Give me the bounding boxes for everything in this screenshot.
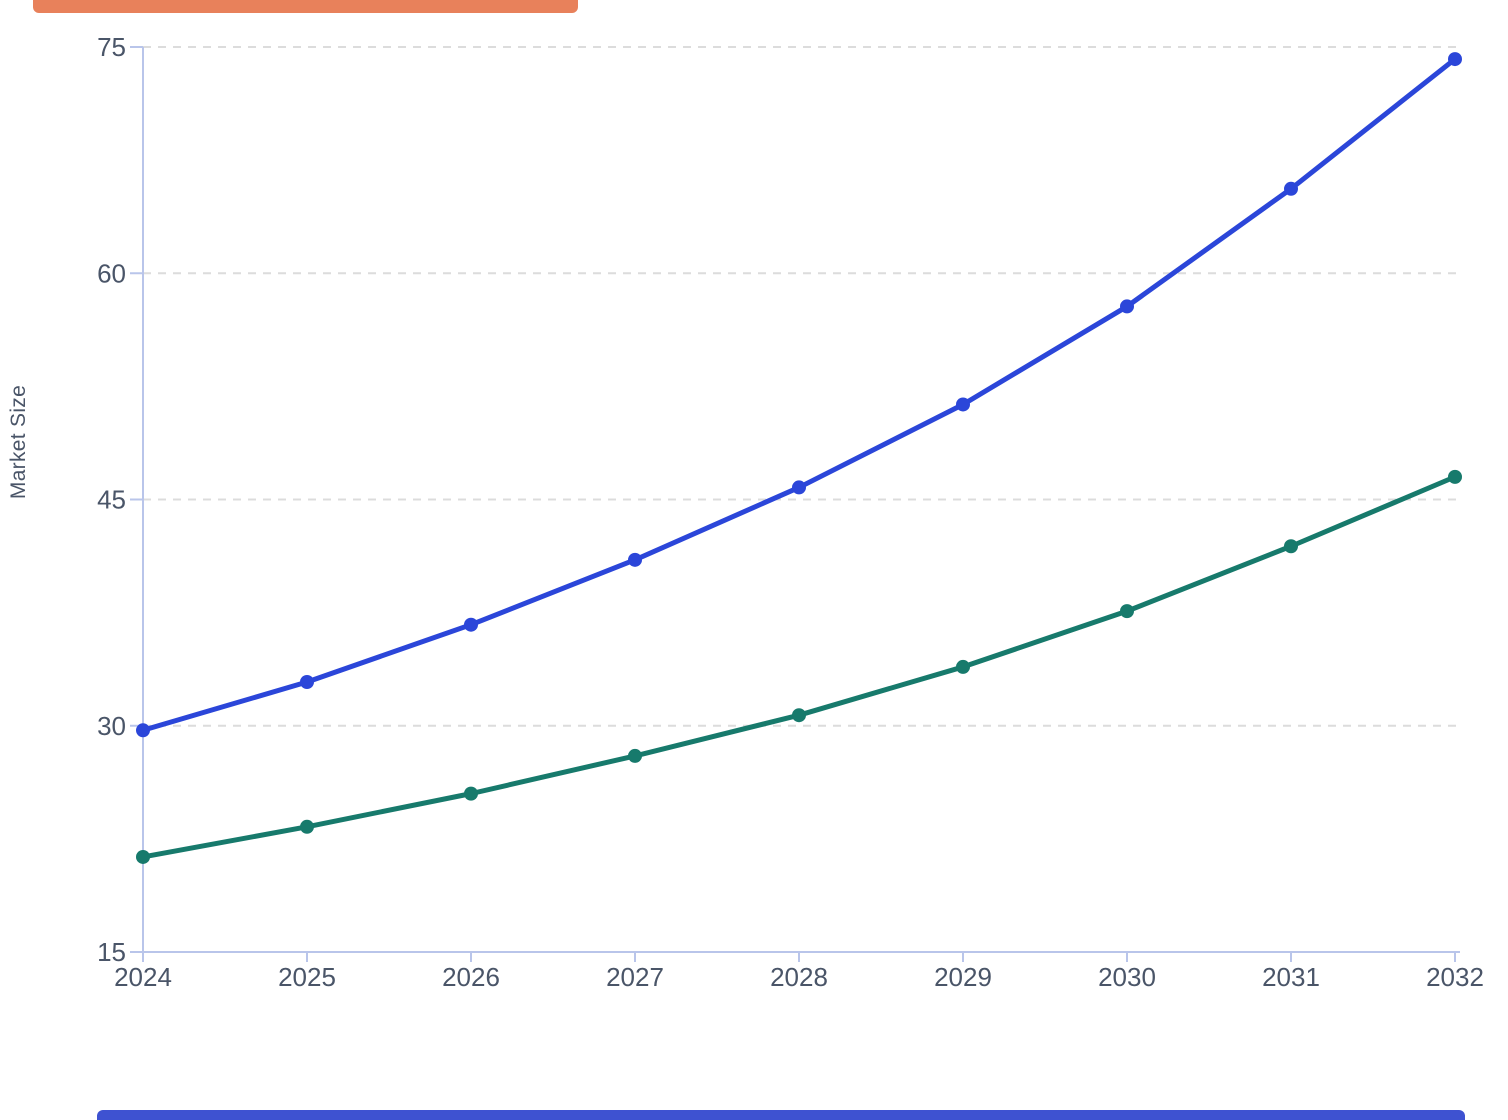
series-2-point-2029 xyxy=(956,659,970,674)
series-2-point-2027 xyxy=(628,748,642,763)
x-tick-label-2030: 2030 xyxy=(1098,962,1156,992)
series-1-line xyxy=(140,56,1458,733)
y-tick-label-75: 75 xyxy=(97,32,126,62)
y-tick-label-45: 45 xyxy=(97,485,126,515)
series-1-point-2032 xyxy=(1448,52,1462,67)
series-1-point-2024 xyxy=(136,723,150,738)
x-tick-label-2025: 2025 xyxy=(278,962,336,992)
y-axis-title: Market Size xyxy=(7,384,30,500)
series-1-point-2029 xyxy=(956,397,970,412)
bottom-accent-bar xyxy=(97,1110,1465,1120)
series-1-point-2028 xyxy=(792,480,806,495)
y-tick-label-30: 30 xyxy=(97,711,126,741)
series-2-point-2024 xyxy=(136,849,150,864)
x-tick-label-2032: 2032 xyxy=(1426,962,1484,992)
series-2-line xyxy=(140,474,1458,860)
series-2-point-2032 xyxy=(1448,469,1462,484)
y-tick-label-60: 60 xyxy=(97,258,126,288)
series-1-point-2027 xyxy=(628,552,642,567)
series-1-point-2025 xyxy=(300,675,314,690)
series-2-point-2026 xyxy=(464,786,478,801)
series-2-point-2025 xyxy=(300,819,314,834)
series-2-point-2030 xyxy=(1120,604,1134,619)
series-2-point-2031 xyxy=(1284,539,1298,554)
top-accent-bar xyxy=(33,0,578,13)
y-tick-label-15: 15 xyxy=(97,937,126,967)
x-tick-label-2024: 2024 xyxy=(114,962,172,992)
x-tick-label-2031: 2031 xyxy=(1262,962,1320,992)
x-tick-label-2027: 2027 xyxy=(606,962,664,992)
series-1-point-2026 xyxy=(464,617,478,632)
series-1-point-2031 xyxy=(1284,181,1298,196)
x-tick-label-2026: 2026 xyxy=(442,962,500,992)
series-1-point-2030 xyxy=(1120,299,1134,314)
series-2-point-2028 xyxy=(792,708,806,723)
x-tick-label-2029: 2029 xyxy=(934,962,992,992)
x-tick-label-2028: 2028 xyxy=(770,962,828,992)
